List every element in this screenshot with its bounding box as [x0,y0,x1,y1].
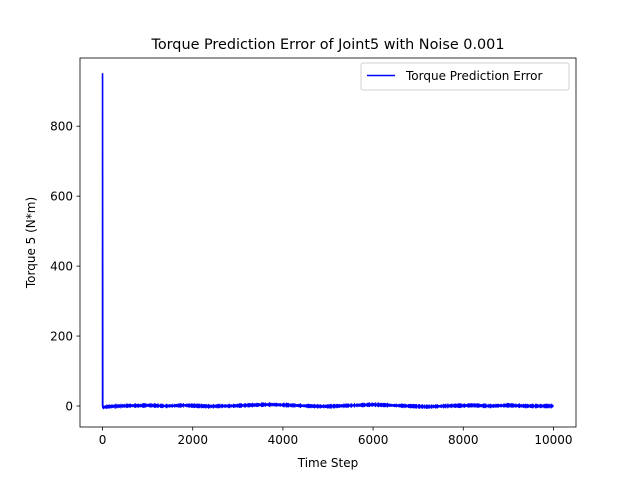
y-tick-label: 600 [50,189,73,203]
x-tick-label: 4000 [268,433,299,447]
chart-title: Torque Prediction Error of Joint5 with N… [151,37,505,53]
y-tick-label: 200 [50,329,73,343]
plot-area [80,58,576,427]
legend: Torque Prediction Error [361,63,569,90]
legend-entry-label: Torque Prediction Error [405,69,543,83]
x-tick-label: 0 [99,433,107,447]
y-axis-ticks: 0 200 400 600 800 [50,120,80,414]
y-tick-label: 0 [65,399,73,413]
x-axis-label: Time Step [297,456,359,470]
x-tick-label: 10000 [534,433,572,447]
y-tick-label: 800 [50,120,73,134]
y-axis-label: Torque 5 (N*m) [24,197,38,289]
x-axis-ticks: 0 2000 4000 6000 8000 10000 [99,427,573,447]
x-tick-label: 2000 [177,433,208,447]
y-tick-label: 400 [50,259,73,273]
x-tick-label: 6000 [358,433,389,447]
x-tick-label: 8000 [448,433,479,447]
